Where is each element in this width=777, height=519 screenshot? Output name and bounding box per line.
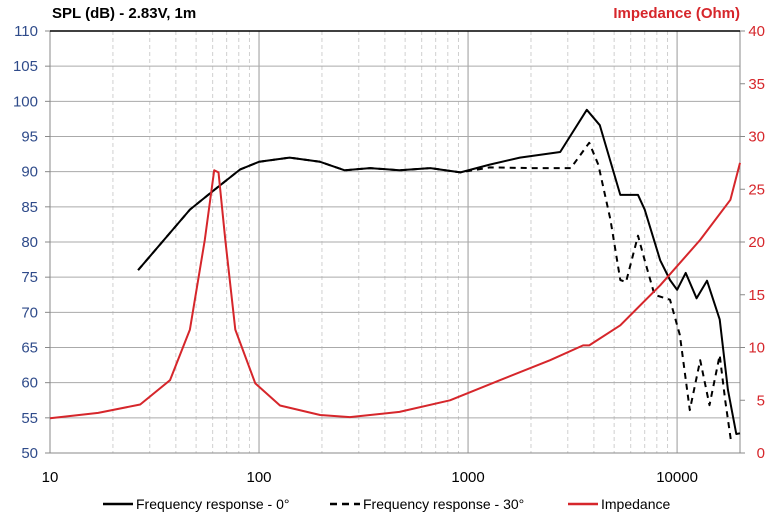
- right-axis-title: Impedance (Ohm): [613, 5, 740, 22]
- y-tick-label: 100: [13, 93, 38, 110]
- y2-tick-label: 40: [748, 23, 765, 40]
- x-tick-label: 1000: [451, 469, 484, 486]
- y-tick-label: 110: [14, 23, 38, 40]
- y-tick-label: 75: [21, 269, 38, 286]
- y2-tick-label: 25: [748, 181, 765, 198]
- y-tick-label: 90: [21, 164, 38, 181]
- y2-tick-label: 5: [757, 392, 765, 409]
- y-tick-label: 60: [21, 375, 38, 392]
- legend-label: Frequency response - 0°: [136, 496, 289, 512]
- legend-label: Frequency response - 30°: [363, 496, 524, 512]
- y2-tick-label: 20: [748, 234, 765, 251]
- y2-tick-label: 35: [748, 76, 765, 93]
- grid: [49, 30, 741, 454]
- y-tick-label: 65: [21, 340, 38, 357]
- y2-tick-label: 10: [748, 340, 765, 357]
- y-tick-label: 70: [21, 304, 38, 321]
- legend-impedance: Impedance: [568, 496, 670, 512]
- legend-label: Impedance: [601, 496, 670, 512]
- x-tick-label: 10000: [656, 469, 698, 486]
- impedance-line: [49, 162, 741, 420]
- left-axis-title: SPL (dB) - 2.83V, 1m: [52, 5, 196, 22]
- x-tick-label: 10: [42, 469, 59, 486]
- y2-tick-label: 30: [748, 129, 765, 146]
- y-tick-label: 105: [13, 58, 38, 75]
- legend-fr-30: Frequency response - 30°: [330, 496, 524, 512]
- y-tick-label: 50: [21, 445, 38, 462]
- y-tick-label: 95: [21, 129, 38, 146]
- y-tick-label: 80: [21, 234, 38, 251]
- y2-tick-label: 0: [757, 445, 765, 462]
- legend-fr-0: Frequency response - 0°: [103, 496, 289, 512]
- y-tick-label: 85: [21, 199, 38, 216]
- y-tick-label: 55: [21, 410, 38, 427]
- frequency-response-30-line: [137, 141, 732, 441]
- y2-tick-label: 15: [748, 287, 765, 304]
- x-tick-label: 100: [247, 469, 272, 486]
